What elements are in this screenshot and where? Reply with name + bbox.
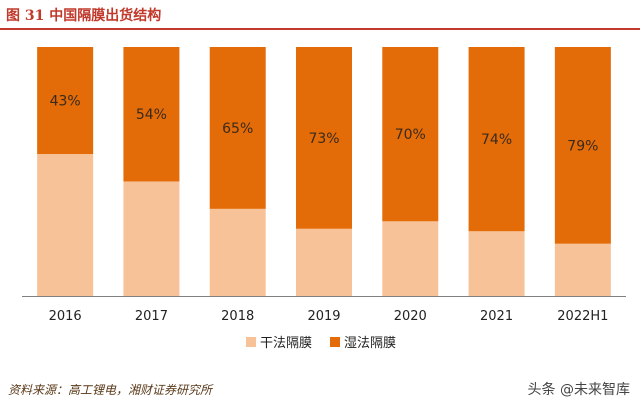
- x-tick-labels-group: 2016 2017 2018 2019 2020 2021 2022H1: [49, 309, 609, 324]
- bar-wet-2020: [382, 47, 439, 222]
- bar-dry-2020: [382, 221, 439, 296]
- data-label-wet-2019: 73%: [308, 131, 339, 147]
- title-rule: [0, 28, 640, 30]
- bar-wet-2019: [296, 47, 352, 229]
- x-tick-label-2022H1: 2022H1: [557, 309, 608, 324]
- legend-label-0: 干法隔膜: [260, 336, 312, 351]
- x-tick-label-2020: 2020: [394, 309, 427, 324]
- watermark: 头条 @未来智库: [527, 382, 630, 398]
- bar-wet-2016: [37, 47, 94, 155]
- bar-wet-2022H1: [554, 47, 611, 244]
- bar-dry-2016: [37, 154, 94, 296]
- x-tick-label-2019: 2019: [307, 309, 340, 324]
- bar-wet-2017: [123, 47, 180, 182]
- x-tick-label-2018: 2018: [221, 309, 254, 324]
- bar-dry-2022H1: [554, 243, 611, 296]
- bar-wet-2018: [209, 47, 266, 209]
- legend: 干法隔膜 湿法隔膜: [246, 336, 396, 351]
- data-label-wet-2017: 54%: [136, 107, 167, 123]
- bar-dry-2021: [468, 231, 525, 296]
- bar-wet-2021: [468, 47, 525, 232]
- data-label-wet-2022H1: 79%: [567, 138, 598, 154]
- legend-swatch-1: [330, 337, 340, 347]
- bar-dry-2019: [296, 228, 352, 296]
- stacked-bar-chart: 43%54%65%73% 70% 74% 79% 2016 2017 2018 2019 20…: [22, 47, 626, 351]
- bar-dry-2018: [209, 208, 266, 296]
- legend-swatch-0: [246, 337, 256, 347]
- data-label-wet-2016: 43%: [50, 94, 81, 110]
- data-label-wet-2020: 70%: [395, 127, 426, 143]
- data-label-wet-2018: 65%: [222, 121, 253, 137]
- data-labels-group: 43% 54% 65% 73% 70% 74% 79%: [50, 94, 599, 155]
- bar-dry-2017: [123, 181, 180, 296]
- x-tick-label-2016: 2016: [49, 309, 82, 324]
- figure-title: 图 31 中国隔膜出货结构: [6, 8, 162, 24]
- source-note: 资料来源：高工锂电，湘财证券研究所: [8, 383, 213, 397]
- x-tick-label-2017: 2017: [135, 309, 168, 324]
- data-label-wet-2021: 74%: [481, 132, 512, 148]
- legend-label-1: 湿法隔膜: [344, 336, 396, 351]
- x-tick-label-2021: 2021: [480, 309, 513, 324]
- bars-group: [37, 47, 611, 296]
